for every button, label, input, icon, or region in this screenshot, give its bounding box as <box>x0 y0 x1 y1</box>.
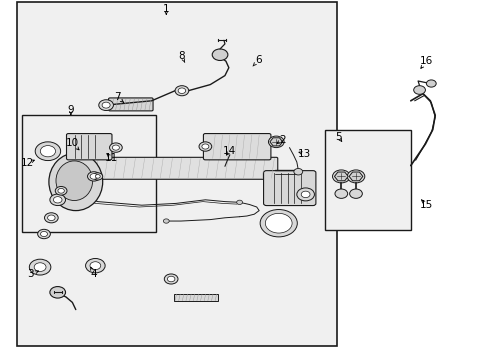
Circle shape <box>301 191 309 198</box>
Circle shape <box>265 213 291 233</box>
FancyBboxPatch shape <box>203 134 270 160</box>
Circle shape <box>44 213 58 223</box>
Bar <box>173 294 217 301</box>
Circle shape <box>178 88 185 94</box>
Circle shape <box>85 258 105 273</box>
Circle shape <box>202 144 208 149</box>
Circle shape <box>53 197 62 203</box>
Circle shape <box>332 170 349 183</box>
Circle shape <box>90 262 101 270</box>
Text: 13: 13 <box>297 149 311 159</box>
Circle shape <box>272 139 280 145</box>
Circle shape <box>58 188 64 193</box>
Text: 6: 6 <box>254 55 261 66</box>
Text: 15: 15 <box>419 200 432 210</box>
Text: 10: 10 <box>66 138 79 148</box>
Circle shape <box>109 143 122 152</box>
Circle shape <box>90 174 98 179</box>
Circle shape <box>55 186 67 195</box>
Circle shape <box>349 189 362 198</box>
Circle shape <box>296 188 314 201</box>
Polygon shape <box>334 172 347 181</box>
Circle shape <box>199 142 211 151</box>
Circle shape <box>50 287 65 298</box>
Circle shape <box>175 86 188 96</box>
Text: 12: 12 <box>21 158 35 168</box>
Circle shape <box>163 219 169 223</box>
Circle shape <box>236 200 242 204</box>
Circle shape <box>95 175 100 178</box>
Text: 16: 16 <box>419 56 432 66</box>
Circle shape <box>334 189 347 198</box>
Bar <box>22 115 156 232</box>
Circle shape <box>38 229 50 239</box>
Circle shape <box>41 231 47 237</box>
Text: 4: 4 <box>90 269 97 279</box>
Text: 11: 11 <box>104 153 118 163</box>
Text: 9: 9 <box>67 105 74 115</box>
Ellipse shape <box>49 153 102 211</box>
Polygon shape <box>348 172 362 181</box>
Circle shape <box>426 80 435 87</box>
FancyBboxPatch shape <box>66 134 112 160</box>
Circle shape <box>47 215 55 221</box>
FancyBboxPatch shape <box>263 171 315 206</box>
Text: 8: 8 <box>178 51 185 61</box>
Circle shape <box>260 210 297 237</box>
Circle shape <box>167 276 175 282</box>
Text: 3: 3 <box>27 269 34 279</box>
Text: 5: 5 <box>334 132 341 142</box>
Circle shape <box>293 168 302 175</box>
FancyBboxPatch shape <box>108 98 153 111</box>
Circle shape <box>35 142 61 161</box>
Circle shape <box>268 136 284 148</box>
Text: 2: 2 <box>279 135 285 145</box>
Ellipse shape <box>56 161 92 201</box>
Circle shape <box>29 259 51 275</box>
Text: 1: 1 <box>163 4 169 14</box>
Bar <box>325 130 410 230</box>
Text: 7: 7 <box>114 92 121 102</box>
Circle shape <box>212 49 227 60</box>
Polygon shape <box>269 138 282 146</box>
Circle shape <box>346 170 364 183</box>
Circle shape <box>93 173 102 180</box>
Circle shape <box>34 263 46 271</box>
Circle shape <box>164 274 178 284</box>
Circle shape <box>87 172 100 181</box>
Circle shape <box>413 86 425 94</box>
FancyBboxPatch shape <box>89 157 277 179</box>
Circle shape <box>99 100 113 111</box>
Circle shape <box>50 194 65 206</box>
Circle shape <box>40 145 56 157</box>
Text: 14: 14 <box>223 146 236 156</box>
Circle shape <box>102 102 110 108</box>
Bar <box>17 2 337 346</box>
Circle shape <box>112 145 119 150</box>
